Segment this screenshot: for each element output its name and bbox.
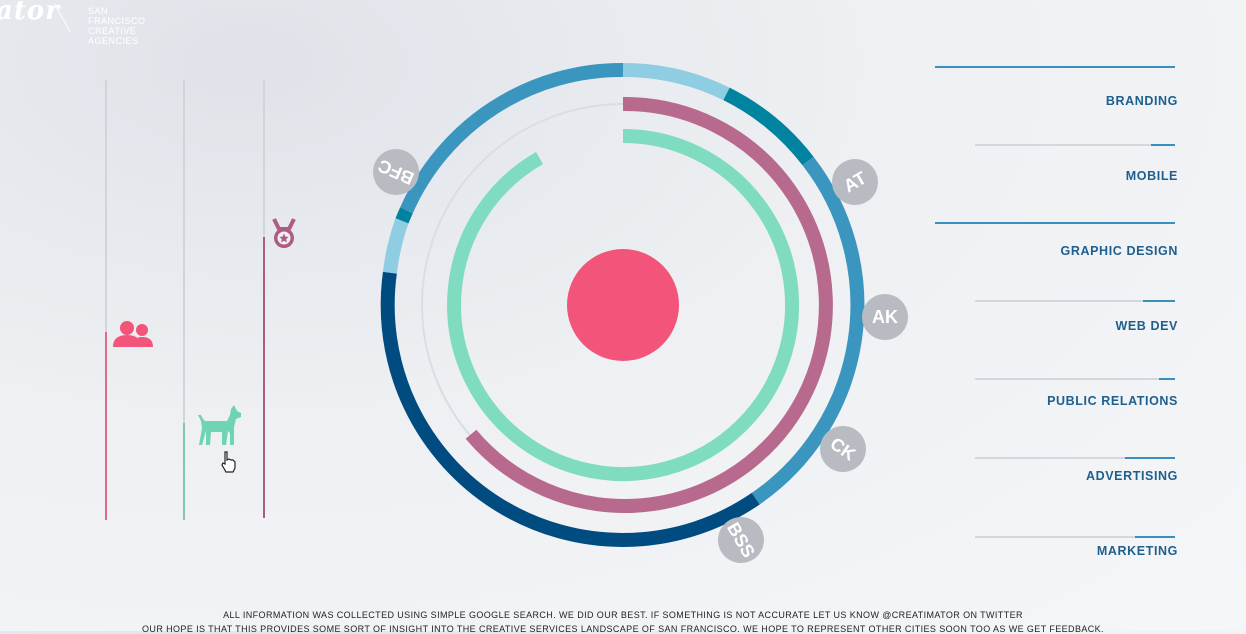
category-bar-graphic-design [935, 222, 1175, 224]
category-bar-fill [1125, 457, 1175, 459]
people-icon[interactable] [111, 320, 155, 348]
category-advertising[interactable]: ADVERTISING [1085, 469, 1178, 483]
logo-subtitle: SAN FRANCISCO CREATIVE AGENCIES [88, 6, 146, 46]
category-bar-mobile [975, 144, 1175, 146]
category-bar-fill [1135, 536, 1175, 538]
bar-track-2 [183, 80, 185, 520]
bar-fill-people [105, 332, 107, 520]
category-bar-marketing [975, 536, 1175, 538]
mint-ring[interactable] [447, 129, 799, 481]
logo-wordmark: ator [0, 0, 60, 26]
category-graphic-design[interactable]: GRAPHIC DESIGN [1060, 244, 1178, 258]
category-bar-fill [935, 66, 1175, 68]
hand-cursor-icon [221, 451, 236, 473]
bar-fill-dog [183, 423, 185, 520]
magenta-ring[interactable] [465, 96, 833, 513]
category-bar-fill [935, 222, 1175, 224]
outer-ring-segment-teal-left[interactable] [395, 207, 413, 224]
outer-ring-segment-blue-right[interactable] [751, 156, 865, 505]
category-bar-advertising [975, 457, 1175, 459]
category-bar-public-relations [975, 378, 1175, 380]
outer-ring-segment-light-blue-left[interactable] [382, 218, 409, 274]
category-branding[interactable]: BRANDING [1105, 94, 1178, 108]
footer-note-line2: OUR HOPE IS THAT THIS PROVIDES SOME SORT… [142, 624, 1104, 634]
bar-fill-medal [263, 237, 265, 518]
outer-ring-segment-light-blue-top[interactable] [622, 62, 730, 101]
logo-subtitle-line2: CREATIVE AGENCIES [88, 26, 139, 46]
category-public-relations[interactable]: PUBLIC RELATIONS [1047, 394, 1178, 408]
center-dot[interactable] [567, 249, 679, 361]
category-bar-fill [1151, 144, 1175, 146]
outer-ring-segment-blue-left[interactable] [400, 62, 624, 214]
outer-ring-segment-dark-blue[interactable] [380, 271, 760, 547]
category-bar-fill [1159, 378, 1175, 380]
category-marketing[interactable]: MARKETING [1096, 544, 1178, 558]
logo-subtitle-line1: SAN FRANCISCO [88, 6, 146, 26]
outer-ring-segment-teal[interactable] [723, 87, 814, 166]
agency-tag-ak[interactable]: AK [862, 294, 908, 340]
footer-note-line1: ALL INFORMATION WAS COLLECTED USING SIMP… [223, 610, 1023, 620]
bar-track-1 [105, 80, 107, 520]
category-bar-branding [935, 66, 1175, 68]
dog-icon[interactable] [197, 405, 243, 447]
category-bar-web-dev [975, 300, 1175, 302]
category-mobile[interactable]: MOBILE [1125, 169, 1178, 183]
medal-icon[interactable] [271, 217, 297, 251]
category-bar-fill [1143, 300, 1175, 302]
category-web-dev[interactable]: WEB DEV [1115, 319, 1178, 333]
